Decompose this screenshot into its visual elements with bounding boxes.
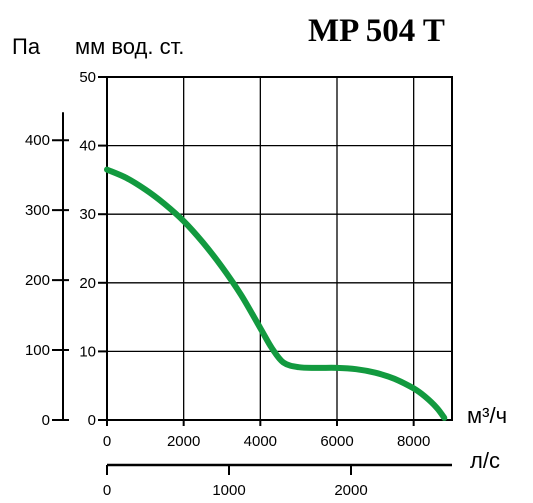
m3h-tick-label: 2000 [167,433,200,450]
m3h-tick-label: 0 [103,433,111,450]
m3h-tick-label: 4000 [244,433,277,450]
mm-tick-label: 0 [88,412,96,429]
ls-tick-label: 0 [103,482,111,499]
m3h-tick-label: 6000 [320,433,353,450]
pa-tick-label: 100 [25,342,50,359]
axes [52,76,452,475]
series-line [104,166,448,421]
mm-unit-label: мм вод. ст. [75,34,184,59]
mm-tick-label: 40 [79,138,96,155]
ls-tick-label: 1000 [212,482,245,499]
ls-tick-label: 2000 [334,482,367,499]
pa-unit-label: Па [12,34,41,59]
mm-tick-label: 50 [79,69,96,86]
m3h-tick-label: 8000 [397,433,430,450]
pa-tick-label: 300 [25,202,50,219]
plot-frame [106,76,453,421]
mm-tick-label: 10 [79,343,96,360]
pa-tick-label: 0 [42,412,50,429]
x-axis-m3h-label: м³/ч [467,403,507,428]
mm-tick-label: 30 [79,206,96,223]
grid [106,76,453,421]
pa-tick-label: 400 [25,132,50,149]
pa-tick-label: 200 [25,272,50,289]
chart-title: MP 504 T [308,13,445,49]
x-axis-ls-label: л/с [470,448,500,473]
mm-tick-label: 20 [79,275,96,292]
